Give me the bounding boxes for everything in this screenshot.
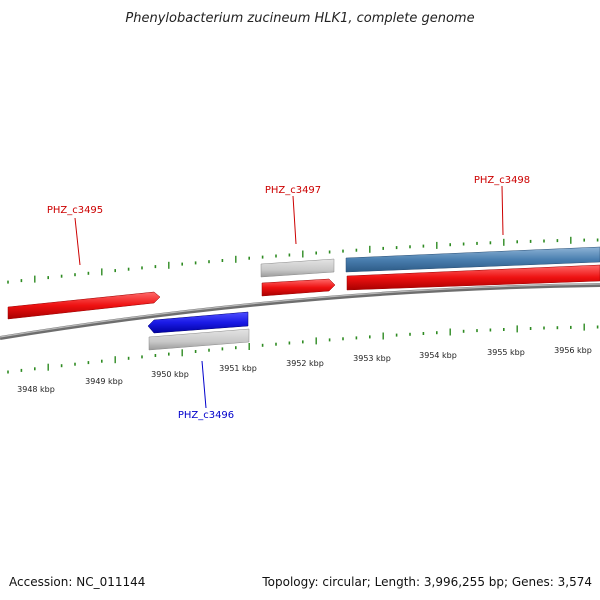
- kbp-label-3952: 3952 kbp: [286, 359, 324, 368]
- upper-tick-row: [7, 236, 599, 284]
- gene-phz-c3497[interactable]: [261, 278, 336, 297]
- kbp-label-3950: 3950 kbp: [151, 370, 189, 379]
- gray-feature-upper: [260, 258, 335, 278]
- rna-feature-upper-right: [345, 246, 600, 273]
- gene-label-leader-phz-c3497: [292, 195, 297, 245]
- lower-tick-row: [7, 323, 599, 374]
- gene-label-phz-c3496[interactable]: PHZ_c3496: [178, 410, 234, 421]
- gene-label-phz-c3498[interactable]: PHZ_c3498: [474, 175, 530, 186]
- genome-backbone: [0, 283, 600, 340]
- gene-label-phz-c3497[interactable]: PHZ_c3497: [265, 185, 321, 196]
- genome-backbone-highlight: [0, 283, 600, 338]
- gene-label-leader-phz-c3498: [501, 185, 504, 236]
- kbp-label-3953: 3953 kbp: [353, 354, 391, 363]
- accession-text: Accession: NC_011144: [9, 575, 145, 589]
- genome-summary-text: Topology: circular; Length: 3,996,255 bp…: [261, 575, 592, 589]
- gene-phz-c3495[interactable]: [7, 291, 161, 320]
- kbp-label-3949: 3949 kbp: [85, 377, 123, 386]
- gene-phz-c3496[interactable]: [147, 311, 249, 334]
- gene-label-phz-c3495[interactable]: PHZ_c3495: [47, 205, 103, 216]
- gene-label-leader-phz-c3496: [201, 360, 207, 409]
- kbp-label-3954: 3954 kbp: [419, 351, 457, 360]
- kbp-label-3955: 3955 kbp: [487, 348, 525, 357]
- map-title: Phenylobacterium zucineum HLK1, complete…: [125, 11, 474, 26]
- kbp-label-3956: 3956 kbp: [554, 346, 592, 355]
- gene-phz-c3498[interactable]: [346, 264, 600, 291]
- gene-label-leader-phz-c3495: [74, 217, 81, 266]
- kbp-label-3951: 3951 kbp: [219, 364, 257, 373]
- gray-feature-lower: [148, 328, 250, 351]
- kbp-label-3948: 3948 kbp: [17, 385, 55, 394]
